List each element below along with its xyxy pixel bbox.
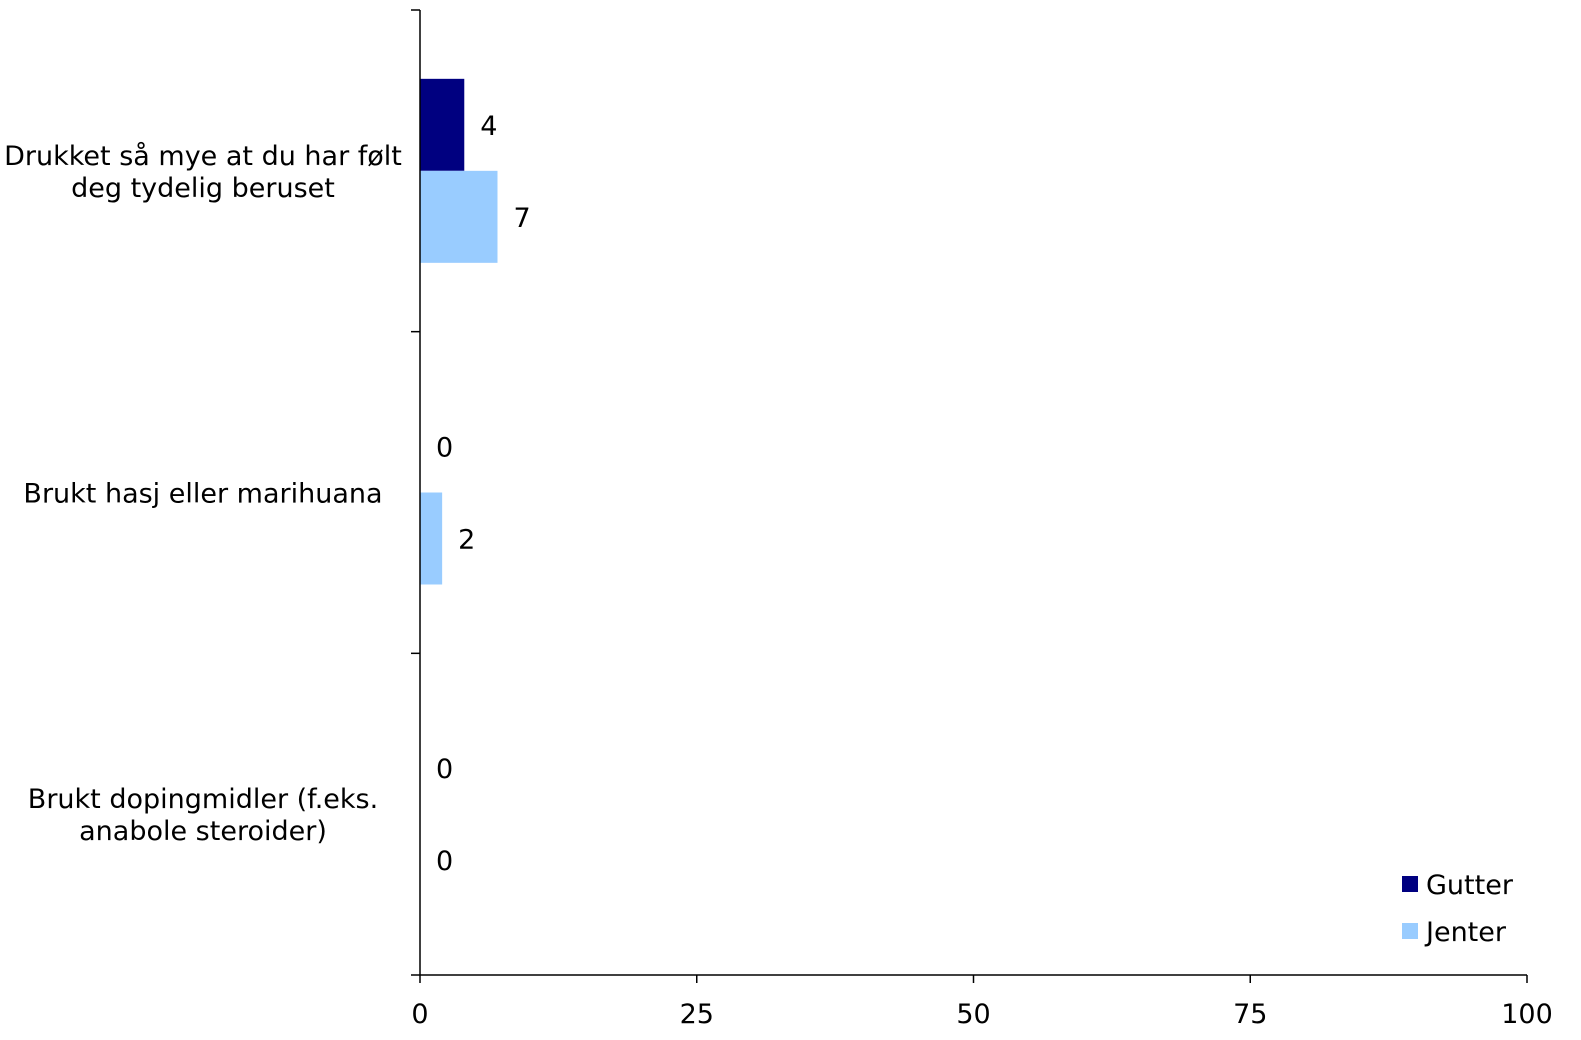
bar-jenter-1 xyxy=(420,170,498,263)
bar-jenter-2 xyxy=(420,492,443,585)
x-tick-label-100: 100 xyxy=(1501,999,1553,1030)
legend-label-gutter: Gutter xyxy=(1426,870,1514,901)
x-tick-label-25: 25 xyxy=(680,999,714,1030)
category-label-1-line-1: Drukket så mye at du har følt xyxy=(4,141,402,172)
legend-swatch-gutter xyxy=(1402,876,1418,892)
data-label-gutter-2: 0 xyxy=(436,433,453,464)
category-label-3-line-1: Brukt dopingmidler (f.eks. xyxy=(28,784,378,815)
category-label-3-line-2: anabole steroider) xyxy=(79,816,327,847)
legend-label-jenter: Jenter xyxy=(1424,917,1507,948)
data-label-gutter-1: 4 xyxy=(480,111,497,142)
category-label-1-line-2: deg tydelig beruset xyxy=(71,173,335,204)
x-tick-label-75: 75 xyxy=(1233,999,1267,1030)
data-label-jenter-3: 0 xyxy=(436,846,453,877)
data-label-jenter-2: 2 xyxy=(458,525,475,556)
data-label-jenter-1: 7 xyxy=(513,203,530,234)
bar-gutter-1 xyxy=(420,78,465,171)
x-tick-label-0: 0 xyxy=(411,999,428,1030)
legend-swatch-jenter xyxy=(1402,923,1418,939)
category-label-2-line-1: Brukt hasj eller marihuana xyxy=(23,479,382,510)
x-tick-label-50: 50 xyxy=(956,999,990,1030)
data-label-gutter-3: 0 xyxy=(436,754,453,785)
